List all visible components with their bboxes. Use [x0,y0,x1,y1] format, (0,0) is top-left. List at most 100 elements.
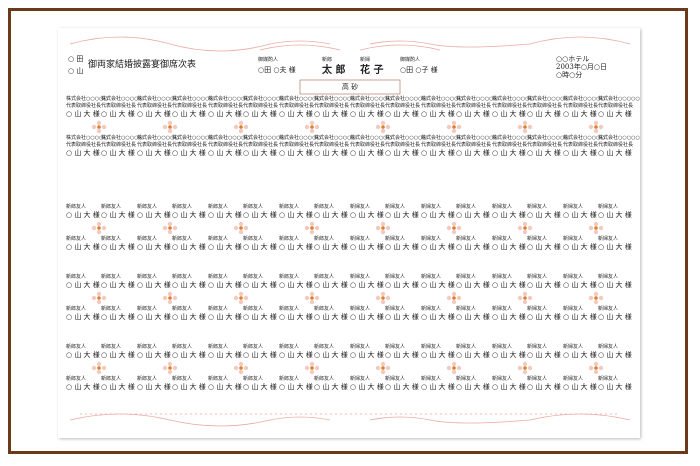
guest-affiliation: 新婦友人 [421,274,442,280]
paper [58,28,640,438]
flower [97,125,101,129]
guest-affiliation: 代表取締役社長 [243,103,279,109]
guest-affiliation: 代表取締役社長 [101,142,137,148]
flower [168,125,172,129]
guest-name: ○ 山 大 様 [243,313,277,321]
guest-affiliation: 新郎友人 [279,204,300,210]
flower [593,361,599,367]
flower [598,225,604,231]
guest-affiliation: 新婦友人 [598,344,619,350]
guest-name: ○ 山 大 様 [563,110,597,118]
family: ○ 山 [68,67,84,75]
guest-affiliation: 新郎友人 [314,204,335,210]
guest-affiliation: 株式会社○○○○○ [563,135,605,141]
flower [523,125,527,129]
guest-affiliation: 株式会社○○○○○ [563,96,605,102]
flower [456,295,462,301]
guest-name: ○ 山 大 様 [172,243,206,251]
guest-name: ○ 山 大 様 [456,243,490,251]
guest-name: ○ 山 大 様 [137,211,171,219]
guest-affiliation: 新婦友人 [563,236,584,242]
guest-affiliation: 新郎友人 [101,274,122,280]
guest-name: ○ 山 大 様 [208,313,242,321]
flower [446,365,452,371]
guest-name: ○ 山 大 様 [243,281,277,289]
guest-affiliation: 新婦友人 [527,274,548,280]
flower [168,296,172,300]
flower [310,226,314,230]
guest-affiliation: 新郎友人 [243,344,264,350]
family: ○ 田 [68,55,84,63]
guest-name: ○ 山 大 様 [279,110,313,118]
flower [456,124,462,130]
head-table: 高 砂 [341,83,359,91]
guest-name: ○ 山 大 様 [172,383,206,391]
guest-affiliation: 新郎友人 [66,236,87,242]
guest-affiliation: 新郎友人 [66,204,87,210]
guest-name: ○ 山 大 様 [527,351,561,359]
guest-name: ○ 山 大 様 [563,281,597,289]
guest-affiliation: 代表取締役社長 [208,103,244,109]
flower [522,120,528,126]
flower [380,291,386,297]
flower [451,128,457,134]
guest-name: ○ 山 大 様 [314,313,348,321]
guest-affiliation: 代表取締役社長 [279,142,315,148]
flower [523,226,527,230]
guest-name: ○ 山 大 様 [385,243,419,251]
guest-affiliation: 株式会社○○○○○ [279,96,321,102]
guest-name: ○ 山 大 様 [385,281,419,289]
guest-name: ○ 山 大 様 [421,313,455,321]
guest-affiliation: 代表取締役社長 [421,142,457,148]
guest-affiliation: 代表取締役社長 [279,103,315,109]
bottom-swirl [69,413,631,427]
guest-name: ○ 山 大 様 [456,281,490,289]
guest-affiliation: 代表取締役社長 [385,103,421,109]
guest-affiliation: 株式会社○○○○○ [101,96,143,102]
guest-affiliation: 新婦友人 [385,306,406,312]
guest-name: ○ 山 大 様 [314,243,348,251]
guest-name: ○ 山 大 様 [385,110,419,118]
guest-name: ○ 山 大 様 [563,351,597,359]
flower [517,295,523,301]
flower [375,295,381,301]
guest-affiliation: 株式会社○○○○○ [208,96,250,102]
guest-name: ○ 山 大 様 [563,383,597,391]
flower [309,291,315,297]
guest-name: ○ 山 大 様 [137,313,171,321]
flower [304,225,310,231]
guest-affiliation: 株式会社○○○○○ [243,96,285,102]
flower [522,128,528,134]
flower [522,221,528,227]
flower [97,226,101,230]
guest-affiliation: 代表取締役社長 [350,142,386,148]
guest-affiliation: 代表取締役社長 [456,142,492,148]
guest-name: ○ 山 大 様 [456,351,490,359]
guest-name: ○ 山 大 様 [598,313,632,321]
guest-affiliation: 株式会社○○○○○ [137,135,179,141]
guest-affiliation: 株式会社○○○○○ [243,135,285,141]
flower [238,361,244,367]
guest-name: ○ 山 大 様 [208,281,242,289]
guest-name: ○ 山 大 様 [243,211,277,219]
guest-name: ○ 山 大 様 [350,313,384,321]
guest-affiliation: 新郎友人 [243,306,264,312]
guest-affiliation: 新郎友人 [208,204,229,210]
guest-affiliation: 新郎友人 [172,204,193,210]
flower [452,226,456,230]
guest-affiliation: 新婦友人 [456,376,477,382]
guest-affiliation: 代表取締役社長 [314,142,350,148]
role: 御媒酌人 [258,57,279,63]
guest-name: ○ 山 大 様 [172,149,206,157]
flower [309,221,315,227]
guest-affiliation: 株式会社○○○○○ [66,96,108,102]
flower [380,120,386,126]
flower [96,120,102,126]
flower [381,226,385,230]
guest-affiliation: 新郎友人 [279,306,300,312]
guest-affiliation: 新婦友人 [563,376,584,382]
guest-affiliation: 代表取締役社長 [208,142,244,148]
guest-name: ○ 山 大 様 [137,383,171,391]
flower [588,365,594,371]
flower [593,291,599,297]
